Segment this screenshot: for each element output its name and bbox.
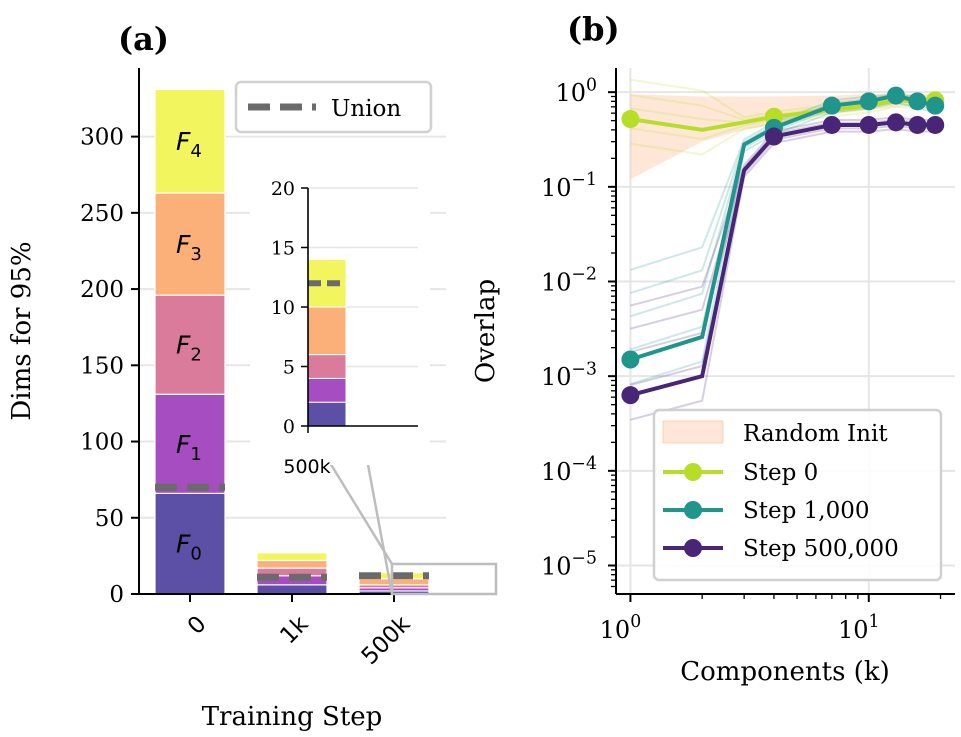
bar-0-F_4 (154, 88, 226, 194)
series-point-Step 1,000 (886, 86, 905, 105)
inset-y-tick-label: 10 (271, 297, 295, 319)
segment-label-f3: F3 (176, 230, 202, 265)
panel-b-legend-box (652, 408, 943, 582)
panel-b: (b) 100 10−1 10−2 10−3 10−4 10−5 100 101 Compo… (471, 10, 955, 687)
inset-zoom-box (390, 562, 498, 596)
inset-y-tick-label: 15 (271, 238, 295, 260)
series-point-Step 500,000 (764, 127, 783, 146)
inset-x-tick-label: 500k (283, 456, 330, 478)
series-point-Step 500,000 (621, 386, 640, 405)
panel-a-union-markers (155, 483, 429, 581)
legend-marker-Step 500,000 (684, 539, 702, 557)
panel-a-y-tick-label: 250 (80, 201, 124, 227)
panel-a-x-tick-label: 1k (275, 611, 314, 650)
segment-label-f1: F1 (176, 430, 202, 465)
panel-b-y-tick-label: 10−5 (541, 549, 597, 581)
series-point-Step 500,000 (926, 115, 945, 134)
series-point-Step 500,000 (886, 113, 905, 132)
series-point-Step 1,000 (908, 92, 927, 111)
panel-b-y-tick-label: 10−4 (541, 454, 597, 486)
panel-a-x-tick-label: 0 (183, 611, 212, 640)
series-line-Step 500,000 (629, 120, 936, 398)
bar-0-F_2 (154, 294, 226, 395)
panel-b-y-tick-label: 10−2 (541, 265, 597, 297)
panel-a-x-label: Training Step (202, 702, 383, 732)
bar-500k-F_3 (358, 578, 430, 586)
panel-a-title: (a) (118, 20, 169, 58)
panel-b-y-tick-label: 100 (555, 75, 597, 107)
legend-label-Step 500,000: Step 500,000 (743, 536, 899, 562)
segment-label-f2: F2 (176, 331, 202, 366)
panel-b-x-tick-label: 100 (600, 612, 642, 644)
inset-bar-F_1 (307, 377, 347, 403)
panel-b-x-tick-label: 101 (838, 612, 880, 644)
series-point-Step 1,000 (859, 92, 878, 111)
series-point-Step 1,000 (621, 350, 640, 369)
panel-a-y-tick-label: 0 (109, 582, 124, 608)
series-point-Step 1,000 (822, 96, 841, 115)
panel-a-y-tick-label: 200 (80, 277, 124, 303)
segment-label-f4: F4 (176, 127, 202, 162)
bar-1k-F_4 (256, 552, 328, 562)
panel-a-legend: Union (234, 80, 433, 134)
panel-b-y-tick-label: 10−3 (541, 359, 597, 391)
legend-random-init-label: Random Init (743, 421, 888, 447)
panel-b-x-ticks: 100 101 (600, 594, 942, 644)
inset-y-tick-label: 5 (283, 357, 295, 379)
random-init-band (630, 94, 936, 180)
panel-a-y-tick-label: 300 (80, 125, 124, 151)
inset-axes: 0 5 10 15 20 500k (250, 178, 430, 478)
panel-b-y-ticks: 100 10−1 10−2 10−3 10−4 10−5 (541, 75, 616, 588)
series-point-Step 1,000 (926, 96, 945, 115)
legend-label-Step 0: Step 0 (743, 460, 818, 486)
bar-0-F_1 (154, 393, 226, 494)
legend-label-Step 1,000: Step 1,000 (743, 498, 870, 524)
series-point-Step 500,000 (859, 115, 878, 134)
panel-b-title: (b) (567, 10, 620, 48)
panel-a-segment-labels: F0 F1 F2 F3 F4 (176, 127, 202, 565)
panel-b-y-tick-label: 10−1 (541, 170, 597, 202)
inset-y-tick-label: 20 (271, 178, 295, 200)
series-point-Step 500,000 (908, 115, 927, 134)
bar-1k-F_0 (256, 584, 328, 595)
legend-union-label: Union (331, 96, 401, 122)
inset-bar-F_0 (307, 401, 347, 427)
inset-bar-F_2 (307, 354, 347, 379)
legend-marker-Step 0 (684, 463, 702, 481)
inset-bar-F_3 (307, 306, 347, 356)
panel-b-x-label: Components (k) (680, 657, 889, 687)
panel-a-y-label: Dims for 95% (7, 241, 37, 420)
bar-1k-F_3 (256, 559, 328, 569)
segment-label-f0: F0 (176, 530, 202, 565)
series-point-Step 500,000 (822, 115, 841, 134)
panel-a-x-ticks: 0 1k 500k (183, 594, 416, 670)
panel-b-y-label: Overlap (471, 279, 501, 383)
panel-a-bars (154, 88, 430, 595)
legend-random-init-swatch (662, 420, 724, 444)
panel-a-x-tick-label: 500k (357, 611, 416, 670)
panel-b-legend: Random Init Step 0 Step 1,000 Step 500,000 (652, 408, 943, 582)
inset-y-tick-label: 0 (283, 416, 295, 438)
panel-a-y-tick-label: 50 (95, 506, 124, 532)
panel-a-y-tick-label: 150 (80, 353, 124, 379)
random-init-band-area (630, 94, 936, 180)
panel-a-y-tick-label: 100 (80, 430, 124, 456)
inset-y-ticks: 0 5 10 15 20 (271, 178, 308, 438)
panel-b-series (621, 86, 945, 405)
panel-a-legend-box (234, 80, 433, 134)
series-point-Step 0 (621, 110, 640, 129)
legend-marker-Step 1,000 (684, 501, 702, 519)
panel-a-y-ticks: 0 50 100 150 200 250 300 (80, 125, 139, 608)
